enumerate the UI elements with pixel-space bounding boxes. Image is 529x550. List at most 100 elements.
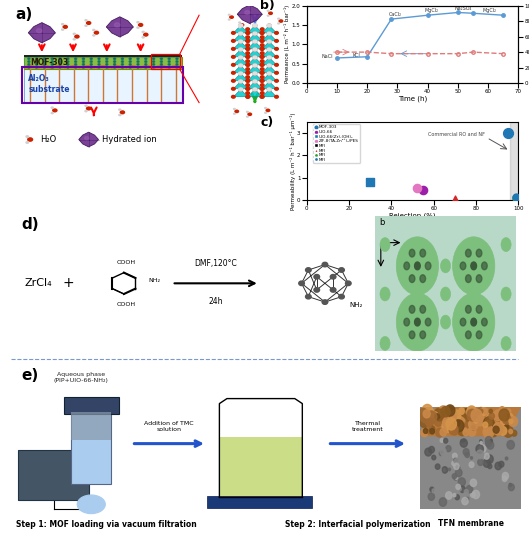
Circle shape	[260, 96, 264, 98]
Circle shape	[260, 47, 264, 50]
Circle shape	[260, 68, 264, 70]
Circle shape	[129, 61, 131, 62]
Circle shape	[145, 64, 147, 65]
Bar	[71, 412, 112, 441]
Circle shape	[260, 63, 264, 66]
Circle shape	[28, 58, 30, 59]
Text: KCl: KCl	[352, 53, 360, 58]
Circle shape	[232, 72, 235, 74]
Circle shape	[141, 36, 145, 38]
Circle shape	[59, 67, 61, 68]
Polygon shape	[248, 90, 262, 97]
Circle shape	[275, 47, 278, 50]
Text: NH₂: NH₂	[350, 301, 363, 307]
Circle shape	[121, 61, 123, 62]
Circle shape	[85, 136, 89, 140]
Circle shape	[240, 23, 244, 27]
Circle shape	[239, 88, 242, 91]
Circle shape	[239, 56, 242, 59]
Polygon shape	[233, 90, 248, 97]
Circle shape	[275, 56, 278, 58]
Circle shape	[339, 294, 344, 299]
Text: MgCl₂: MgCl₂	[425, 8, 439, 13]
Circle shape	[239, 88, 243, 91]
Circle shape	[260, 56, 264, 58]
Circle shape	[275, 31, 278, 34]
Circle shape	[67, 64, 69, 65]
Circle shape	[136, 21, 140, 24]
Circle shape	[267, 24, 271, 27]
Circle shape	[114, 64, 116, 65]
Text: NH₂: NH₂	[148, 278, 160, 283]
FancyBboxPatch shape	[24, 57, 182, 69]
Circle shape	[50, 106, 54, 109]
Polygon shape	[262, 90, 277, 97]
Circle shape	[278, 19, 284, 23]
Circle shape	[59, 61, 61, 62]
Circle shape	[314, 274, 320, 279]
Circle shape	[84, 104, 88, 107]
Circle shape	[106, 64, 108, 65]
Polygon shape	[233, 74, 248, 81]
Circle shape	[322, 262, 328, 267]
Circle shape	[267, 48, 271, 51]
Circle shape	[299, 281, 304, 285]
Circle shape	[239, 80, 243, 83]
Circle shape	[246, 31, 250, 34]
Circle shape	[246, 60, 250, 63]
Circle shape	[35, 67, 38, 68]
Circle shape	[266, 108, 270, 112]
Circle shape	[253, 32, 257, 35]
Circle shape	[51, 61, 53, 62]
Circle shape	[168, 58, 170, 59]
Circle shape	[114, 67, 116, 68]
Polygon shape	[248, 50, 262, 57]
Circle shape	[114, 58, 116, 59]
Y-axis label: Permeance (L m⁻² h⁻¹ bar⁻¹): Permeance (L m⁻² h⁻¹ bar⁻¹)	[284, 5, 290, 84]
Circle shape	[84, 19, 88, 21]
Text: MgCl₂: MgCl₂	[482, 8, 496, 13]
Circle shape	[75, 61, 77, 62]
Circle shape	[260, 79, 264, 82]
Circle shape	[253, 24, 257, 27]
Circle shape	[59, 58, 61, 59]
Circle shape	[61, 23, 65, 25]
Circle shape	[168, 64, 170, 65]
Circle shape	[43, 67, 45, 68]
Circle shape	[75, 58, 77, 59]
Bar	[71, 407, 112, 483]
Circle shape	[37, 29, 42, 32]
Circle shape	[246, 87, 250, 90]
Circle shape	[239, 40, 243, 43]
Bar	[24, 54, 182, 57]
Circle shape	[239, 40, 242, 43]
Circle shape	[145, 61, 147, 62]
Polygon shape	[262, 25, 277, 33]
Circle shape	[260, 63, 264, 66]
Circle shape	[84, 24, 88, 27]
Circle shape	[267, 40, 271, 43]
Circle shape	[260, 60, 264, 63]
Circle shape	[232, 96, 235, 98]
Circle shape	[275, 96, 278, 98]
Circle shape	[253, 88, 257, 91]
Circle shape	[268, 88, 271, 91]
Circle shape	[152, 64, 154, 65]
Circle shape	[239, 56, 243, 59]
Circle shape	[160, 67, 162, 68]
Circle shape	[94, 31, 99, 35]
Circle shape	[253, 40, 257, 43]
Circle shape	[227, 14, 231, 16]
Circle shape	[246, 96, 250, 98]
Circle shape	[152, 58, 154, 59]
Circle shape	[239, 24, 243, 27]
Polygon shape	[262, 81, 277, 89]
Circle shape	[232, 56, 235, 58]
Circle shape	[253, 80, 257, 83]
Circle shape	[233, 113, 236, 115]
Circle shape	[267, 72, 271, 75]
Circle shape	[25, 141, 29, 144]
Circle shape	[52, 108, 58, 113]
Circle shape	[238, 21, 241, 24]
Circle shape	[43, 61, 45, 62]
